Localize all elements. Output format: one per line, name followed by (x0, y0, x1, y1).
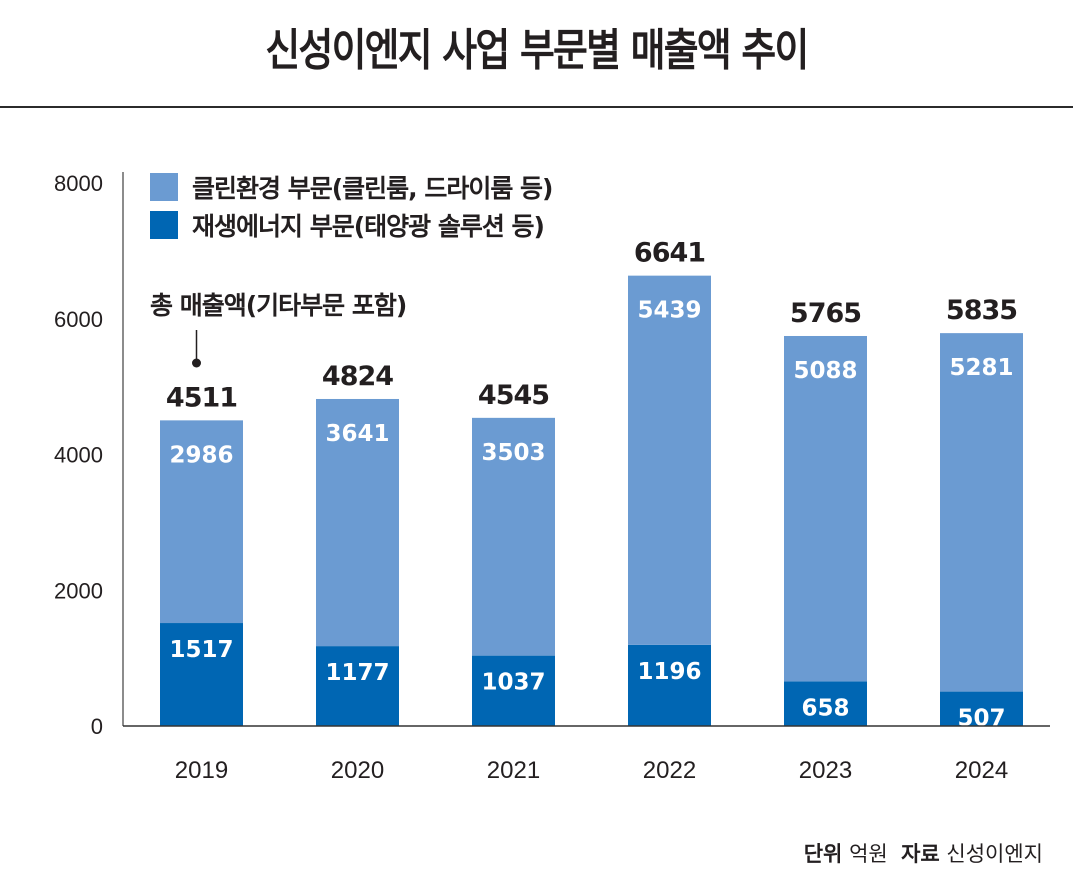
bar-value-label: 1196 (637, 659, 701, 685)
x-tick-label: 2022 (643, 757, 696, 784)
total-value-label: 6641 (634, 238, 705, 269)
y-tick-label: 2000 (54, 578, 103, 603)
total-value-label: 4824 (322, 361, 393, 392)
bar-value-label: 658 (801, 695, 849, 721)
total-sales-annotation: 총 매출액(기타부문 포함) (150, 291, 407, 320)
total-value-label: 5765 (790, 298, 861, 329)
legend-label: 클린환경 부문(클린룸, 드라이룸 등) (192, 174, 553, 203)
total-value-label: 4545 (478, 380, 549, 411)
bar-value-label: 507 (957, 706, 1005, 732)
x-tick-label: 2021 (487, 757, 540, 784)
unit-label: 단위 (803, 842, 843, 866)
bar-value-label: 2986 (169, 442, 233, 468)
bars (160, 275, 1023, 726)
legend-swatch-clean-environment (150, 173, 178, 201)
source-label: 자료 (901, 842, 940, 866)
bar-segment-renewable-energy (316, 646, 399, 726)
bar-value-label: 1177 (325, 660, 389, 686)
bar-segment-clean-environment (160, 420, 243, 624)
legend-item-renewable-energy: 재생에너지 부문(태양광 솔루션 등) (150, 206, 552, 244)
bar-value-label: 1037 (481, 670, 545, 696)
bar-segment-renewable-energy (940, 691, 1023, 726)
y-tick-label: 8000 (54, 171, 103, 196)
legend-label: 재생에너지 부문(태양광 솔루션 등) (192, 212, 545, 241)
y-tick-label: 0 (91, 714, 103, 739)
total-value-label: 4511 (166, 382, 237, 413)
bar-value-label: 5281 (949, 355, 1013, 381)
chart-title: 신성이엔지 사업 부문별 매출액 추이 (265, 25, 809, 76)
total-value-label: 5835 (946, 295, 1017, 326)
y-tick-label: 4000 (54, 443, 103, 468)
bar-value-label: 3641 (325, 421, 389, 447)
y-tick-label: 6000 (54, 307, 103, 332)
annotation-pointer-dot (192, 358, 201, 368)
bar-value-label: 3503 (481, 440, 545, 466)
bar-segment-renewable-energy (472, 655, 555, 726)
bar-segment-renewable-energy (628, 644, 711, 726)
bar-segment-clean-environment (316, 398, 399, 647)
x-tick-label: 2020 (331, 757, 384, 784)
bar-segment-clean-environment (472, 417, 555, 656)
bar-segment-renewable-energy (160, 623, 243, 726)
bar-value-label: 5088 (793, 358, 857, 384)
x-tick-label: 2024 (955, 757, 1008, 784)
bar-segment-clean-environment (784, 335, 867, 682)
bar-segment-clean-environment (628, 275, 711, 645)
bar-value-label: 1517 (169, 637, 233, 663)
legend-item-clean-environment: 클린환경 부문(클린룸, 드라이룸 등) (150, 168, 553, 206)
bar-value-label: 5439 (637, 298, 701, 324)
x-tick-label: 2023 (799, 757, 852, 784)
bar-segment-renewable-energy (784, 681, 867, 726)
footer-source: 단위 억원 자료 신성이엔지 (804, 838, 1043, 868)
source-value: 신성이엔지 (946, 842, 1043, 866)
axes: 0 2000 4000 6000 8000 (54, 171, 124, 739)
labels: 1517 2986 4511 2019 1177 3641 4824 2020 1037 3503… (123, 238, 1050, 784)
legend-swatch-renewable-energy (150, 211, 178, 239)
x-tick-label: 2019 (175, 757, 228, 784)
unit-value: 억원 (849, 842, 888, 866)
bar-segment-clean-environment (940, 333, 1023, 692)
title-divider (0, 106, 1073, 108)
legend: 클린환경 부문(클린룸, 드라이룸 등) 재생에너지 부문(태양광 솔루션 등) (150, 168, 553, 244)
